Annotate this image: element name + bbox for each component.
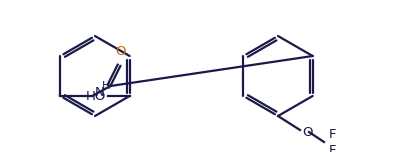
Text: H: H [102, 81, 111, 91]
Text: O: O [115, 45, 126, 58]
Text: HO: HO [85, 90, 106, 102]
Text: N: N [94, 85, 104, 98]
Text: F: F [329, 143, 337, 152]
Text: O: O [302, 126, 313, 138]
Text: F: F [329, 128, 337, 140]
